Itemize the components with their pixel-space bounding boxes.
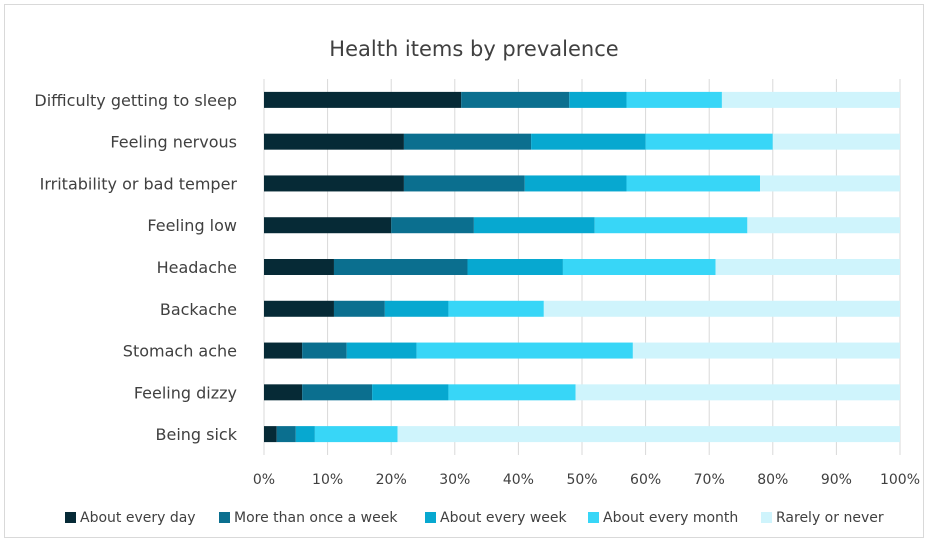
bar-segment [333,300,385,317]
bar-segment [747,217,900,234]
x-tick-label: 100% [880,472,920,488]
bar-segment [448,384,576,401]
category-label: Feeling nervous [110,133,237,152]
category-label: Feeling low [147,216,237,235]
bar-segment [569,91,627,108]
bar-segment [264,91,462,108]
legend-swatch [65,512,76,523]
x-tick-label: 60% [630,472,661,488]
bar-segment [391,217,474,234]
bar-segment [594,217,748,234]
bar-segment [264,300,334,317]
legend-label: About every month [603,510,738,526]
bar-segment [467,259,563,275]
legend-item: More than once a week [219,510,398,526]
bar-segment [575,384,900,401]
legend-item: About every month [588,510,738,526]
legend: About every day More than once a week Abou… [65,510,884,526]
bar-segment [264,175,404,192]
bar-segment [524,175,627,192]
stacked-bar-chart: Health items by prevalence Difficulty ge… [34,37,920,526]
bar-segment [264,342,303,359]
legend-swatch [761,512,772,523]
x-tick-label: 40% [503,472,534,488]
category-label: Difficulty getting to sleep [34,91,237,110]
x-tick-label: 50% [566,472,597,488]
category-label: Headache [157,258,237,277]
legend-swatch [219,512,230,523]
bar-segment [302,342,347,359]
legend-label: About every week [440,510,568,526]
legend-label: About every day [80,510,196,526]
bar-segment [632,342,900,359]
bars [264,91,900,443]
bar-segment [416,342,633,359]
legend-label: Rarely or never [776,510,884,526]
chart-title: Health items by prevalence [329,37,618,61]
bar-segment [403,133,532,150]
bar-segment [264,217,392,234]
bar-segment [264,426,277,443]
bar-segment [760,175,900,192]
bar-segment [645,133,773,150]
x-tick-label: 0% [253,472,275,488]
x-tick-label: 80% [757,472,788,488]
bar-segment [562,259,716,275]
bar-segment [314,426,398,443]
legend-item: About every week [425,510,568,526]
bar-segment [715,259,900,275]
bar-segment [346,342,417,359]
category-label: Being sick [156,425,238,444]
bar-segment [543,300,900,317]
bar-segment [473,217,595,234]
category-label: Irritability or bad temper [40,174,238,193]
bar-segment [295,426,315,443]
x-tick-label: 30% [439,472,470,488]
x-tick-label: 90% [821,472,852,488]
bar-segment [397,426,900,443]
bar-segment [264,259,334,275]
bar-segment [372,384,449,401]
bar-segment [333,259,468,275]
chart-frame: Health items by prevalence Difficulty ge… [4,4,924,538]
bar-segment [302,384,373,401]
legend-item: Rarely or never [761,510,884,526]
category-label: Feeling dizzy [134,383,237,402]
bar-segment [626,175,761,192]
bar-segment [461,91,570,108]
bar-segment [264,133,404,150]
bar-segment [276,426,296,443]
bar-segment [531,133,646,150]
x-tick-labels: 0% 10% 20% 30% 40% 50% 60% 70% 80% 90% 100% [253,472,920,488]
bar-segment [626,91,722,108]
bar-segment [403,175,525,192]
x-tick-label: 10% [312,472,343,488]
legend-swatch [588,512,599,523]
legend-swatch [425,512,436,523]
category-labels: Difficulty getting to sleep Feeling nervo… [34,91,237,444]
category-label: Stomach ache [123,342,237,361]
legend-item: About every day [65,510,196,526]
bar-segment [384,300,449,317]
x-tick-label: 20% [376,472,407,488]
x-tick-label: 70% [694,472,725,488]
bar-segment [772,133,900,150]
bar-segment [448,300,544,317]
bar-segment [264,384,303,401]
category-label: Backache [160,300,237,319]
bar-segment [721,91,900,108]
legend-label: More than once a week [234,510,398,526]
